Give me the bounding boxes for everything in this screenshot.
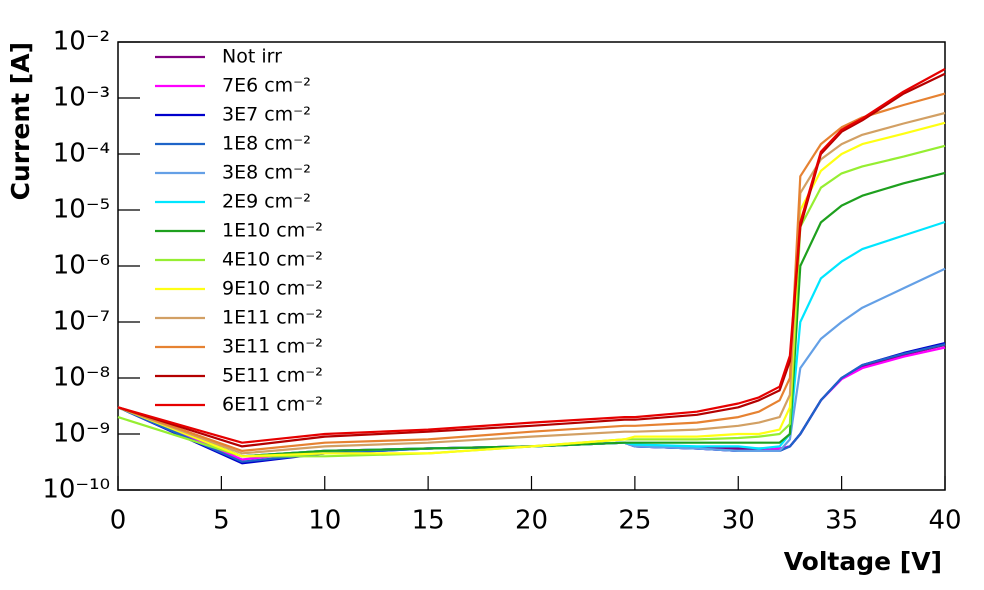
series-line [117,121,946,458]
x-tick-label: 15 [412,506,445,536]
x-tick-label: 35 [825,506,858,536]
y-tick-label: 10⁻⁸ [53,363,110,393]
y-tick-label: 10⁻⁹ [53,419,110,449]
series-line [117,171,946,458]
x-axis-title: Voltage [V] [784,547,942,576]
x-tick-label: 25 [618,506,651,536]
legend-label: 1E8 cm⁻² [222,133,311,155]
legend-label: 2E9 cm⁻² [222,191,311,213]
y-tick-label: 10⁻³ [53,83,110,113]
y-tick-label: 10⁻⁷ [53,307,110,337]
y-tick-label: 10⁻⁴ [53,139,110,169]
series-line [117,68,946,444]
x-tick-label: 40 [928,506,961,536]
x-tick-label: 0 [110,506,127,536]
legend-label: 1E10 cm⁻² [222,220,323,242]
series-line [117,72,946,448]
legend-label: 3E11 cm⁻² [222,336,323,358]
legend-label: Not irr [222,46,282,68]
series-line [117,92,946,452]
x-tick-label: 5 [213,506,230,536]
y-tick-label: 10⁻² [53,27,110,57]
legend-label: 3E7 cm⁻² [222,104,311,126]
series-line [117,111,946,455]
x-tick-label: 30 [722,506,755,536]
legend-label: 7E6 cm⁻² [222,75,311,97]
x-tick-label: 10 [308,506,341,536]
y-tick-label: 10⁻¹⁰ [42,475,110,505]
legend-label: 6E11 cm⁻² [222,394,323,416]
legend-label: 1E11 cm⁻² [222,307,323,329]
legend-label: 4E10 cm⁻² [222,249,323,271]
x-tick-label: 20 [515,506,548,536]
y-tick-label: 10⁻⁶ [53,251,110,281]
y-tick-label: 10⁻⁵ [53,195,110,225]
y-axis-title: Current [A] [6,42,35,200]
legend-label: 5E11 cm⁻² [222,365,323,387]
legend-label: 3E8 cm⁻² [222,162,311,184]
legend-label: 9E10 cm⁻² [222,278,323,300]
